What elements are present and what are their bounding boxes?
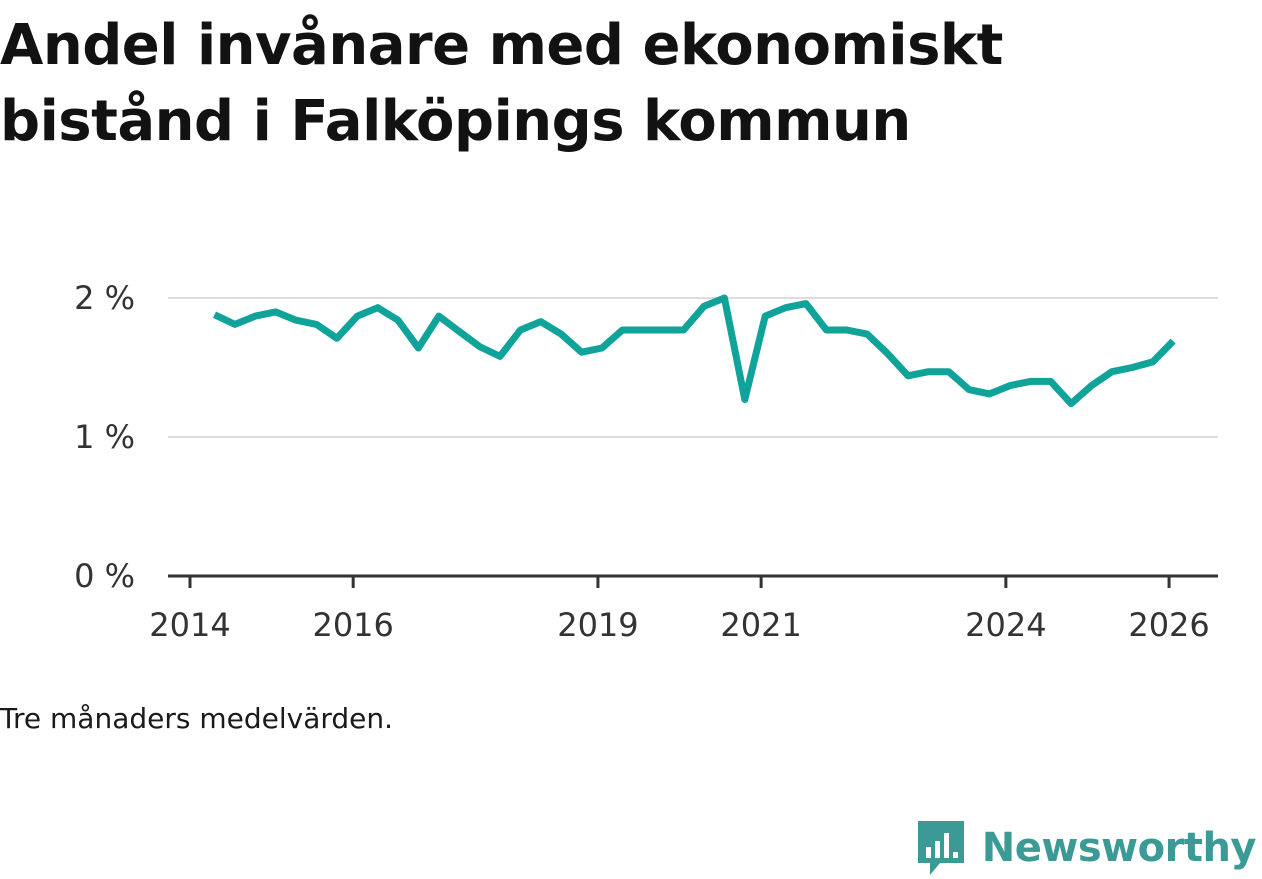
gridlines — [168, 297, 1218, 438]
x-axis-labels: 2014 2016 2019 2021 2024 2026 — [149, 606, 1209, 644]
data-point — [1149, 358, 1156, 365]
data-point — [293, 317, 300, 324]
data-point — [599, 345, 606, 352]
x-tick-label: 2014 — [149, 606, 230, 644]
brand-name: Newsworthy — [981, 825, 1257, 871]
data-point — [1108, 368, 1115, 375]
data-point — [1047, 378, 1054, 385]
data-point — [537, 318, 544, 325]
y-tick-label: 2 % — [74, 279, 135, 317]
data-point — [945, 368, 952, 375]
series-line — [212, 294, 1176, 408]
data-point — [1088, 382, 1095, 389]
data-point — [1007, 382, 1014, 389]
data-point — [619, 327, 626, 334]
data-point — [721, 295, 728, 302]
line-chart: 0 % 1 % 2 % 2014 2016 2019 2021 2024 2026 — [74, 279, 1218, 644]
data-point — [374, 304, 381, 311]
data-point — [517, 327, 524, 334]
data-point — [333, 335, 340, 342]
data-point — [497, 353, 504, 360]
chart-note: Tre månaders medelvärden. — [0, 702, 394, 735]
chart-title: Andel invånare med ekonomiskt bistånd i … — [0, 13, 1003, 154]
x-tick-label: 2026 — [1128, 606, 1209, 644]
x-axis — [168, 574, 1218, 588]
data-point — [456, 328, 463, 335]
data-point — [823, 327, 830, 334]
data-point — [1170, 338, 1177, 345]
x-tick-label: 2016 — [312, 606, 393, 644]
data-point — [701, 303, 708, 310]
data-point — [843, 327, 850, 334]
data-point — [354, 313, 361, 320]
data-point — [803, 300, 810, 307]
data-point — [558, 331, 565, 338]
newsworthy-logo: Newsworthy — [916, 819, 1257, 877]
data-point — [864, 331, 871, 338]
data-point — [741, 396, 748, 403]
data-point — [966, 386, 973, 393]
data-point — [762, 313, 769, 320]
newsworthy-chart-icon — [917, 821, 964, 875]
y-axis-labels: 0 % 1 % 2 % — [74, 279, 135, 595]
data-point — [925, 368, 932, 375]
data-point — [252, 313, 259, 320]
data-point — [884, 350, 891, 357]
data-point — [1068, 400, 1075, 407]
data-point — [476, 343, 483, 350]
data-point — [435, 313, 442, 320]
x-tick-label: 2024 — [965, 606, 1046, 644]
data-point — [1129, 364, 1136, 371]
data-point — [680, 327, 687, 334]
data-point — [660, 327, 667, 334]
data-point — [313, 321, 320, 328]
data-point — [782, 304, 789, 311]
data-point — [986, 390, 993, 397]
data-point — [1027, 378, 1034, 385]
y-tick-label: 0 % — [74, 557, 135, 595]
series-layer — [211, 294, 1177, 408]
x-tick-label: 2021 — [720, 606, 801, 644]
data-point — [231, 321, 238, 328]
x-tick-label: 2019 — [557, 606, 638, 644]
data-point — [415, 345, 422, 352]
data-point — [211, 311, 218, 318]
y-tick-label: 1 % — [74, 418, 135, 456]
data-point — [395, 317, 402, 324]
data-point — [639, 327, 646, 334]
data-point — [272, 308, 279, 315]
data-point — [578, 349, 585, 356]
data-point — [905, 372, 912, 379]
